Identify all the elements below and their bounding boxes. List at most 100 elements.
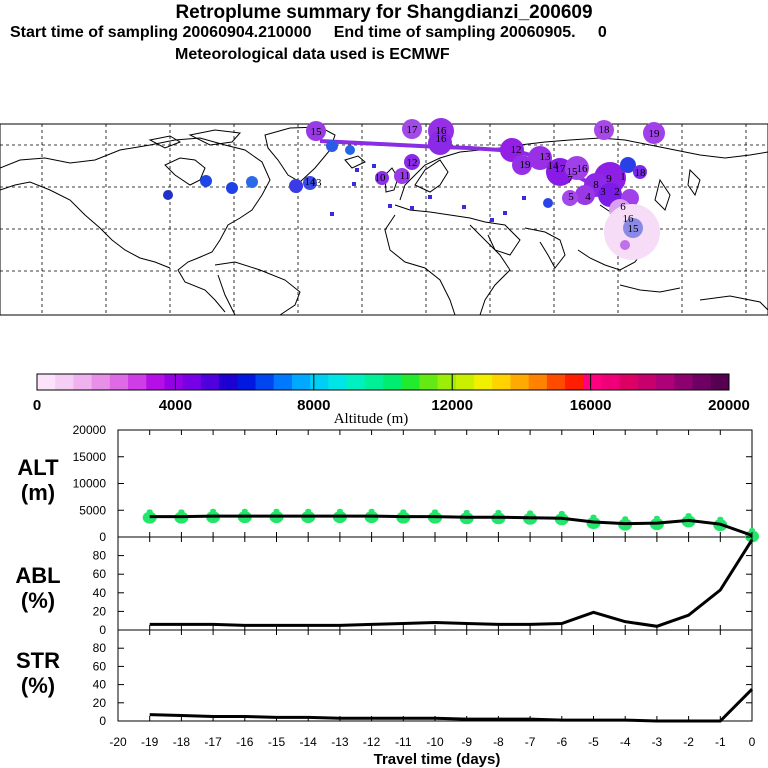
alt-panel-unit: (m) xyxy=(21,480,55,505)
x-tick-label: -12 xyxy=(363,735,381,749)
plume-circle xyxy=(623,218,643,238)
plume-circle xyxy=(543,198,553,208)
x-tick-label: -20 xyxy=(109,735,127,749)
alt-spread-marker-upper xyxy=(590,514,597,519)
alt-y-tick-label: 0 xyxy=(99,530,106,544)
x-tick-label: -18 xyxy=(173,735,191,749)
str-panel-label: STR xyxy=(16,648,60,673)
colorbar-cell xyxy=(164,374,184,390)
x-tick-label: -10 xyxy=(426,735,444,749)
plume-day-label: 9 xyxy=(606,173,612,185)
str-panel-frame xyxy=(117,629,753,722)
colorbar-cell xyxy=(710,374,730,390)
colorbar-cell xyxy=(146,374,165,390)
plume-day-label: 13 xyxy=(311,177,323,189)
plume-marker xyxy=(330,212,334,216)
colorbar-cell xyxy=(401,374,420,390)
abl-series-line xyxy=(149,538,754,628)
colorbar-tick-label: 20000 xyxy=(708,397,750,414)
str-y-tick-label: 60 xyxy=(93,659,107,673)
str-y-tick-label: 80 xyxy=(93,641,107,655)
plume-marker xyxy=(388,204,392,208)
plume-day-label: 6 xyxy=(620,201,626,213)
plume-circle xyxy=(345,145,355,155)
x-tick-label: -4 xyxy=(620,735,631,749)
str-series-line xyxy=(149,688,754,723)
sampling-period: Start time of sampling 20060904.210000 E… xyxy=(10,24,607,41)
colorbar-cell xyxy=(328,374,348,390)
colorbar-cell xyxy=(419,374,439,390)
x-tick-label: -2 xyxy=(683,735,694,749)
colorbar-cell xyxy=(310,374,329,390)
plume-circle xyxy=(620,240,630,250)
alt-spread-marker-upper xyxy=(463,509,470,514)
plume-day-label: 2 xyxy=(614,186,620,198)
x-tick-label: -11 xyxy=(395,735,412,749)
x-tick-label: -8 xyxy=(493,735,504,749)
abl-panel-label: ABL xyxy=(15,563,60,588)
plume-circle xyxy=(226,182,238,194)
colorbar-cell xyxy=(583,374,603,390)
plume-day-label: 15 xyxy=(567,166,579,178)
alt-spread-marker-upper xyxy=(495,509,502,514)
plume-circle xyxy=(402,119,422,139)
abl-y-tick-label: 60 xyxy=(93,567,107,581)
plume-day-label: 18 xyxy=(599,124,611,136)
plume-day-label: 13 xyxy=(540,151,552,163)
alt-panel-label: ALT xyxy=(17,455,59,480)
colorbar-cell xyxy=(273,374,293,390)
colorbar-cell xyxy=(291,374,311,390)
plume-circle xyxy=(562,190,578,206)
alt-y-tick-label: 20000 xyxy=(73,423,107,437)
plume-day-label: 8 xyxy=(593,179,599,191)
colorbar-cell xyxy=(37,374,56,390)
alt-spread-marker-upper xyxy=(558,510,565,515)
plume-circle xyxy=(375,171,389,185)
alt-y-tick-label: 15000 xyxy=(73,450,107,464)
colorbar-cell xyxy=(637,374,657,390)
plume-day-label: 3 xyxy=(600,186,606,198)
x-tick-label: -17 xyxy=(204,735,222,749)
plume-marker xyxy=(410,206,414,210)
plume-day-label: 15 xyxy=(628,223,640,235)
colorbar-cell xyxy=(383,374,402,390)
colorbar-cell xyxy=(674,374,694,390)
altitude-colorbar: 0 4000 8000 12000 16000 20000 Altitude (m) xyxy=(33,373,750,427)
colorbar-cell xyxy=(109,374,129,390)
colorbar-cell xyxy=(128,374,147,390)
plume-circle xyxy=(303,176,317,190)
plume-circle xyxy=(163,190,173,200)
plume-day-label: 4 xyxy=(585,191,591,203)
plume-circle xyxy=(289,179,303,193)
plume-marker xyxy=(503,211,507,215)
plume-day-label: 10 xyxy=(375,172,387,184)
plume-day-label: 15 xyxy=(311,126,323,138)
plume-day-label: 11 xyxy=(400,170,411,182)
colorbar-tick-label: 4000 xyxy=(159,397,192,414)
plume-day-label: 16 xyxy=(436,125,448,137)
alt-spread-marker-upper xyxy=(305,508,312,513)
colorbar-cell xyxy=(546,374,566,390)
plume-day-label: 12 xyxy=(407,157,418,169)
colorbar-cell xyxy=(474,374,493,390)
abl-y-tick-label: 40 xyxy=(93,586,107,600)
abl-panel-frame xyxy=(117,536,753,631)
time-series-panels: ALT (m) ABL (%) STR (%) 0 5000 10000 15000 2… xyxy=(15,423,759,768)
alt-series-line xyxy=(149,514,753,537)
plume-marker xyxy=(372,164,376,168)
plume-day-label: 19 xyxy=(649,128,661,140)
plume-circle xyxy=(620,157,636,173)
alt-spread-marker-upper xyxy=(717,516,724,521)
x-tick-label: -19 xyxy=(141,735,159,749)
plume-day-label: 1 xyxy=(620,171,626,183)
plume-marker xyxy=(462,205,466,209)
plume-marker xyxy=(352,182,356,186)
plume-circle xyxy=(326,140,338,152)
colorbar-cell xyxy=(219,374,238,390)
plume-day-label: 16 xyxy=(623,213,635,225)
abl-y-tick-label: 0 xyxy=(99,623,106,637)
plume-circle xyxy=(428,131,452,155)
plume-circle xyxy=(306,121,326,141)
